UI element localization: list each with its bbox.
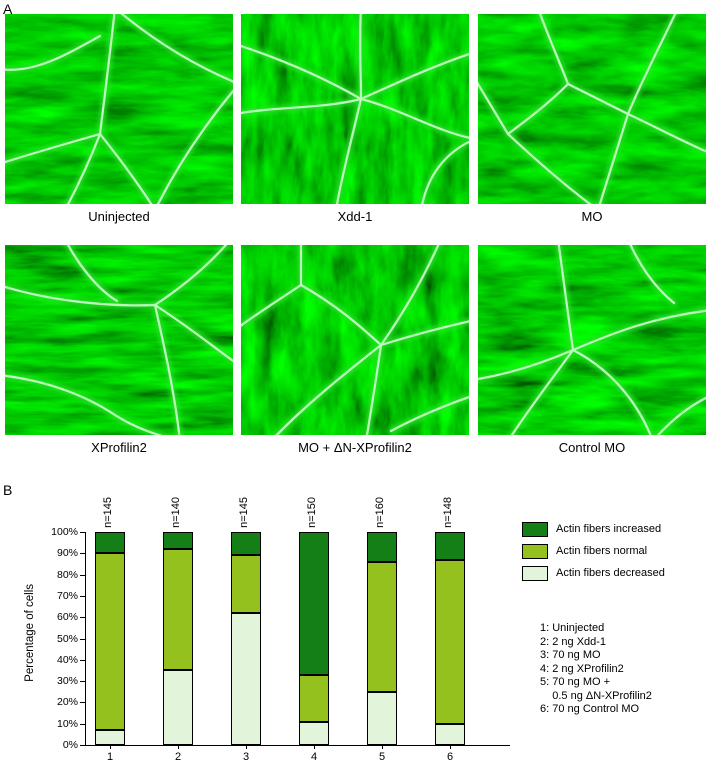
key-line: 5: 70 ng MO +: [540, 676, 611, 688]
micrograph-caption: XProfilin2: [91, 440, 147, 455]
legend-swatch: [522, 566, 548, 581]
bar-segment: [435, 559, 465, 724]
micrograph-control-mo: Control MO: [478, 245, 706, 455]
micrograph-image: [478, 245, 706, 435]
y-axis-label: Percentage of cells: [24, 584, 36, 682]
y-tick-label: 100%: [51, 526, 78, 538]
micrograph-image: [5, 14, 233, 204]
key-line: 4: 2 ng XProfilin2: [540, 662, 624, 675]
n-label: n=140: [170, 497, 182, 528]
x-tick-label: 3: [242, 751, 250, 763]
y-axis: [85, 532, 86, 746]
y-tick-label: 80%: [56, 568, 78, 581]
y-tick-label: 50%: [56, 632, 78, 645]
x-tick-label: 2: [174, 751, 182, 763]
micrograph-image: [241, 14, 469, 204]
micrograph-xdd1: Xdd-1: [241, 14, 469, 224]
x-tick-label: 6: [446, 751, 454, 763]
n-label: n=160: [374, 497, 386, 528]
y-tick-mark: [80, 723, 85, 725]
bar-segment: [95, 730, 125, 745]
micrograph-mo-dn-xprofilin2: MO + ΔN-XProfilin2: [241, 245, 469, 455]
y-tick-label: 70%: [56, 589, 78, 602]
y-tick-label: 20%: [56, 696, 78, 709]
x-tick-mark: [314, 745, 315, 749]
y-tick-mark: [80, 681, 85, 683]
micrograph-caption: Control MO: [558, 440, 626, 455]
micrograph-image: [241, 245, 469, 435]
y-tick-label: 40%: [56, 653, 78, 666]
micrograph-caption: Xdd-1: [337, 209, 373, 224]
bar-segment: [299, 532, 329, 675]
x-tick-label: 1: [106, 751, 114, 763]
micrograph-mo: MO: [478, 14, 706, 224]
x-tick-mark: [382, 745, 383, 749]
key-line: 3: 70 ng MO: [540, 649, 601, 661]
key-line: 6: 70 ng Control MO: [540, 703, 640, 715]
y-tick-mark: [80, 595, 85, 597]
legend-label: Actin fibers decreased: [556, 567, 665, 579]
bar-segment: [231, 532, 261, 556]
n-label: n=150: [306, 497, 318, 528]
n-label: n=148: [442, 497, 454, 528]
bar-segment: [367, 691, 397, 745]
micrograph-caption: MO + ΔN-XProfilin2: [298, 440, 412, 455]
x-axis: [85, 745, 510, 746]
y-tick-mark: [80, 702, 85, 704]
x-tick-mark: [450, 745, 451, 749]
y-tick-mark: [80, 553, 85, 555]
n-label: n=145: [238, 497, 250, 528]
bar-segment: [299, 674, 329, 722]
y-tick-label: 10%: [56, 717, 78, 730]
y-tick-mark: [80, 659, 85, 661]
legend-label: Actin fibers normal: [556, 545, 648, 557]
y-tick-mark: [80, 745, 85, 746]
y-tick-label: 30%: [56, 675, 78, 688]
micrograph-caption: Uninjected: [88, 209, 150, 224]
key-line: 2: 2 ng Xdd-1: [540, 635, 607, 648]
micrograph-uninjected: Uninjected: [5, 14, 233, 224]
x-tick-label: 4: [310, 751, 318, 763]
bar-segment: [95, 553, 125, 731]
bar-segment: [163, 532, 193, 550]
bar-segment: [435, 723, 465, 745]
y-tick-mark: [80, 617, 85, 619]
micrograph-caption: MO: [581, 209, 603, 224]
legend-swatch: [522, 522, 548, 537]
y-tick-label: 90%: [56, 547, 78, 560]
x-tick-mark: [110, 745, 111, 749]
y-tick-label: 60%: [56, 611, 78, 624]
panel-b-label: B: [3, 482, 13, 498]
legend-label: Actin fibers increased: [556, 523, 662, 535]
key-line: 1: Uninjected: [540, 622, 605, 634]
y-tick-mark: [80, 574, 85, 576]
bar-segment: [367, 561, 397, 692]
bar-segment: [231, 612, 261, 745]
panel-a-label: A: [3, 1, 13, 17]
n-label: n=145: [102, 497, 114, 528]
y-tick-mark: [80, 638, 85, 640]
micrograph-image: [478, 14, 706, 204]
y-tick-label: 0%: [62, 739, 78, 751]
bar-segment: [367, 532, 397, 562]
x-tick-mark: [178, 745, 179, 749]
bar-segment: [163, 549, 193, 671]
x-tick-label: 5: [378, 751, 386, 763]
bar-segment: [435, 532, 465, 560]
y-tick-mark: [80, 532, 85, 533]
bar-segment: [95, 532, 125, 554]
legend-swatch: [522, 544, 548, 559]
bar-segment: [231, 555, 261, 613]
bar-segment: [299, 721, 329, 745]
x-tick-mark: [246, 745, 247, 749]
stacked-bar-chart: Percentage of cells 0% 10% 20% 30% 40% 50% 60%…: [0, 480, 711, 763]
micrograph-image: [5, 245, 233, 435]
key-line: 0.5 ng ΔN-XProfilin2: [540, 689, 652, 702]
micrograph-xprofilin2: XProfilin2: [5, 245, 233, 455]
bar-segment: [163, 670, 193, 745]
